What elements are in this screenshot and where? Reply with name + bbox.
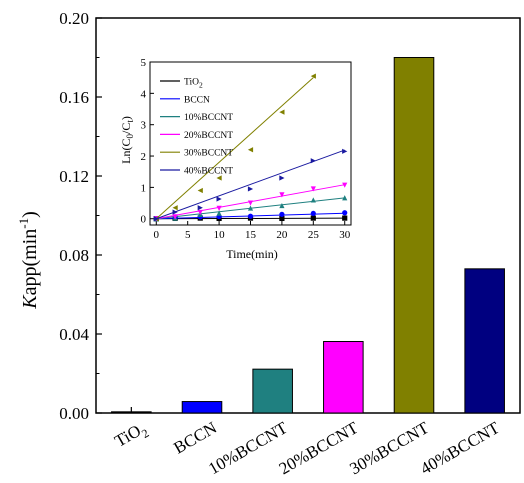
inset-x-tick-label: 10 — [214, 229, 226, 241]
series-point-40pctbccnt — [172, 209, 178, 215]
y-tick-label: 0.20 — [59, 9, 89, 28]
series-point-30pctbccnt — [216, 175, 222, 181]
series-point-20pctbccnt — [342, 182, 348, 188]
bar-10pctbccnt — [252, 368, 293, 414]
y-tick-label: 0.16 — [59, 88, 89, 107]
inset-y-tick-label: 1 — [141, 182, 147, 194]
legend-label-10pctbccnt: 10%BCCNT — [184, 113, 233, 123]
series-point-bccn — [247, 213, 254, 219]
series-point-bccn — [342, 210, 348, 216]
inset-plot-frame — [149, 61, 352, 226]
series-point-30pctbccnt — [197, 187, 203, 194]
series-point-30pctbccnt — [247, 147, 254, 153]
inset-y-tick-label: 3 — [141, 120, 147, 132]
inset-axes: 0 5 10 15 20 25 30 0 1 2 3 4 5 — [141, 57, 352, 241]
series-point-30pctbccnt — [279, 109, 285, 115]
series-line-30pctbccnt — [155, 77, 314, 220]
inset-y-title-post: ) — [119, 116, 133, 120]
series-point-20pctbccnt — [310, 186, 316, 192]
legend-label-bccn: BCCN — [184, 95, 210, 105]
inset-y-tick-label: 0 — [141, 214, 147, 226]
bar-tio2 — [111, 411, 152, 414]
series-point-20pctbccnt — [247, 200, 254, 206]
inset-x-axis-title: Time(min) — [226, 247, 278, 261]
series-point-10pctbccnt — [310, 197, 316, 203]
series-point-40pctbccnt — [279, 175, 285, 181]
inset-y-tick-label: 5 — [141, 57, 147, 69]
main-axes: 0.00 0.04 0.08 0.12 0.16 0.20 — [59, 9, 521, 423]
inset-legend: TiO2 BCCN 10%BCCNT 20%BCCNT 30%BCCNT 40%BCCNT — [160, 78, 233, 177]
y-tick-label: 0.00 — [59, 404, 89, 423]
series-point-10pctbccnt — [279, 202, 285, 209]
y-tick-label: 0.12 — [59, 167, 89, 186]
series-point-10pctbccnt — [216, 210, 222, 216]
series-point-20pctbccnt — [197, 209, 203, 216]
legend-label-30pctbccnt: 30%BCCNT — [184, 149, 233, 159]
main-bars — [111, 57, 505, 414]
inset-x-tick-label: 0 — [154, 229, 160, 241]
inset-x-tick-label: 30 — [339, 229, 351, 241]
legend-label-40pctbccnt: 40%BCCNT — [184, 167, 233, 177]
x-tick-label: TiO2 — [111, 418, 151, 454]
series-point-tio2 — [342, 215, 348, 221]
y-axis-title: Kapp(min-1) — [16, 211, 41, 310]
x-tick-label: 40%BCCNT — [417, 418, 503, 479]
inset-chart: 0 5 10 15 20 25 30 0 1 2 3 4 5 TiO2 BCCN 10%BCCNT 20%BC… — [119, 57, 352, 261]
series-point-20pctbccnt — [216, 205, 222, 211]
inset-x-tick-label: 20 — [276, 229, 288, 241]
series-point-20pctbccnt — [172, 214, 178, 220]
series-point-10pctbccnt — [247, 205, 254, 211]
inset-y-tick-label: 4 — [141, 88, 147, 100]
legend-label-tio2: TiO2 — [184, 78, 203, 90]
bar-40pctbccnt — [464, 268, 505, 414]
series-point-30pctbccnt — [172, 205, 178, 211]
inset-y-title-sub2: t — [125, 120, 135, 123]
series-point-10pctbccnt — [342, 195, 348, 201]
series-point-40pctbccnt — [216, 196, 222, 202]
legend-label-20pctbccnt: 20%BCCNT — [184, 131, 233, 141]
series-point-bccn — [310, 210, 316, 217]
series-point-40pctbccnt — [310, 158, 316, 164]
x-tick-label: 20%BCCNT — [276, 418, 362, 479]
inset-y-title-mid: /C — [119, 123, 133, 134]
bar-20pctbccnt — [323, 341, 364, 414]
inset-y-title-sub1: 0 — [125, 134, 135, 139]
inset-y-axis-title: Ln(C0/Ct) — [119, 116, 135, 164]
inset-x-tick-label: 15 — [245, 229, 257, 241]
y-axis-title-close: ) — [19, 211, 41, 218]
bar-bccn — [181, 401, 223, 414]
series-point-40pctbccnt — [247, 186, 254, 192]
inset-series — [153, 73, 348, 222]
inset-y-tick-label: 2 — [141, 151, 147, 163]
inset-y-title-pre: Ln(C — [119, 139, 133, 164]
y-tick-label: 0.04 — [59, 325, 89, 344]
y-axis-title-italic: K — [19, 294, 41, 310]
series-point-40pctbccnt — [342, 148, 348, 154]
x-tick-label: 30%BCCNT — [346, 418, 432, 479]
series-point-tio2 — [310, 215, 316, 221]
series-point-20pctbccnt — [279, 192, 285, 198]
series-point-30pctbccnt — [310, 73, 316, 79]
y-axis-title-sup: -1 — [16, 218, 31, 229]
series-point-40pctbccnt — [153, 216, 159, 222]
series-point-tio2 — [279, 215, 285, 222]
series-point-40pctbccnt — [197, 205, 203, 211]
bar-30pctbccnt — [393, 57, 435, 414]
y-axis-title-rest: app(min — [19, 229, 41, 296]
y-tick-label: 0.08 — [59, 246, 89, 265]
series-point-bccn — [279, 211, 285, 217]
inset-x-tick-label: 5 — [185, 229, 191, 241]
x-tick-label: BCCN — [170, 418, 220, 458]
inset-x-tick-label: 25 — [308, 229, 320, 241]
x-tick-label: 10%BCCNT — [205, 418, 291, 479]
